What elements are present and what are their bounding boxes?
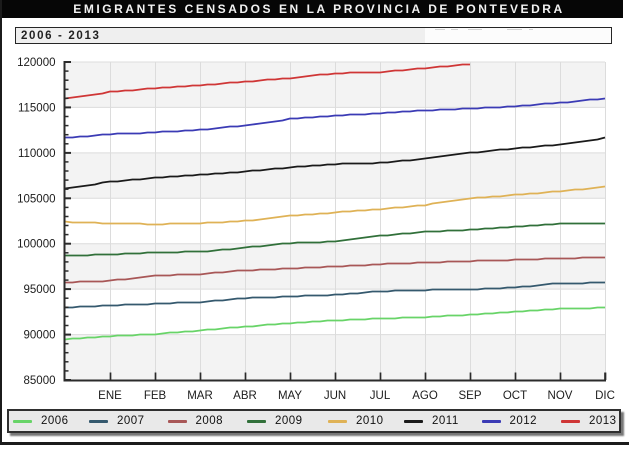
svg-text:FEB: FEB [144, 390, 167, 402]
svg-text:115000: 115000 [18, 102, 56, 114]
svg-text:100000: 100000 [17, 239, 55, 251]
svg-text:MAR: MAR [187, 390, 213, 402]
svg-text:DIC: DIC [595, 390, 615, 402]
svg-text:OCT: OCT [503, 390, 527, 402]
svg-text:JUL: JUL [370, 390, 391, 402]
svg-text:95000: 95000 [24, 284, 56, 296]
svg-text:MAY: MAY [278, 390, 302, 402]
svg-text:90000: 90000 [24, 330, 56, 342]
svg-text:NOV: NOV [548, 390, 573, 402]
svg-text:110000: 110000 [18, 148, 56, 160]
svg-text:120000: 120000 [17, 57, 55, 69]
svg-text:SEP: SEP [458, 390, 481, 402]
svg-text:ENE: ENE [98, 390, 122, 402]
svg-text:105000: 105000 [17, 193, 55, 205]
svg-text:AGO: AGO [412, 390, 438, 402]
svg-text:JUN: JUN [324, 390, 346, 402]
svg-text:ABR: ABR [233, 390, 257, 402]
svg-text:85000: 85000 [24, 375, 56, 387]
